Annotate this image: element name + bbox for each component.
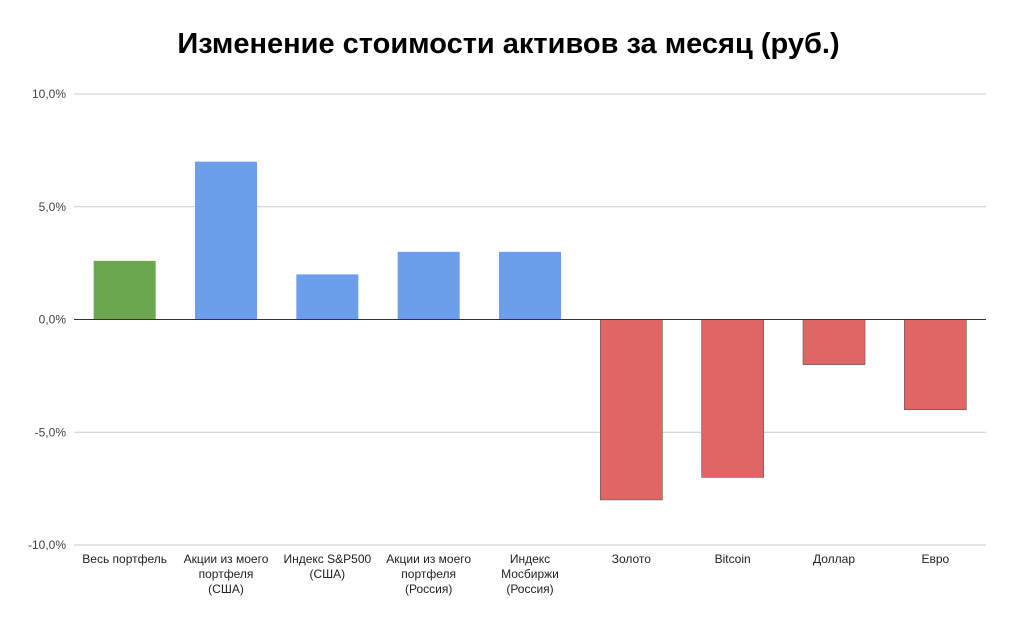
bars (93, 161, 967, 501)
bar (93, 260, 156, 320)
x-category-label-line: (Россия) (405, 582, 452, 596)
x-category-label-line: Доллар (813, 552, 855, 566)
bar (195, 161, 257, 320)
bar (397, 251, 460, 320)
x-category-label-line: Bitcoin (715, 552, 751, 566)
y-axis-ticks: 10,0% 5,0% 0,0% -5,0% -10,0% (28, 87, 66, 552)
x-category-label: Евро (921, 552, 949, 566)
x-category-label-line: Весь портфель (82, 552, 167, 566)
chart-title: Изменение стоимости активов за месяц (ру… (177, 28, 840, 60)
x-category-label: Золото (612, 552, 652, 566)
x-category-label-line: Акции из моего (386, 552, 471, 566)
y-tick-label: 5,0% (39, 200, 67, 214)
x-category-label: Весь портфель (82, 552, 167, 566)
x-category-label-line: Индекс S&P500 (283, 552, 371, 566)
x-category-label: Bitcoin (715, 552, 751, 566)
x-category-label-line: портфеля (401, 567, 456, 581)
y-tick-label: -5,0% (35, 425, 67, 439)
x-category-label: Акции из моего портфеля (Россия) (386, 552, 471, 596)
bar (904, 319, 967, 410)
x-category-label-line: (США) (208, 582, 244, 596)
x-category-label-line: Мосбиржи (501, 567, 559, 581)
x-category-label: Доллар (813, 552, 855, 566)
x-axis-labels: Весь портфель Акции из моего портфеля (США)… (82, 552, 949, 596)
x-category-label-line: Акции из моего (184, 552, 269, 566)
bar (600, 319, 663, 501)
x-category-label: Индекс S&P500 (США) (283, 552, 371, 581)
x-category-label: Акции из моего портфеля (США) (184, 552, 269, 596)
bar (701, 319, 764, 478)
x-category-label-line: (США) (309, 567, 345, 581)
bar (499, 251, 561, 320)
x-category-label-line: Индекс (510, 552, 550, 566)
x-category-label-line: (Россия) (506, 582, 553, 596)
y-tick-label: -10,0% (28, 538, 66, 552)
x-category-label-line: Евро (921, 552, 949, 566)
y-tick-label: 0,0% (39, 313, 67, 327)
x-category-label-line: Золото (612, 552, 652, 566)
x-category-label-line: портфеля (199, 567, 254, 581)
bar (296, 274, 359, 320)
bar (802, 319, 866, 365)
y-tick-label: 10,0% (32, 87, 66, 101)
x-category-label: Индекс Мосбиржи (Россия) (501, 552, 559, 596)
